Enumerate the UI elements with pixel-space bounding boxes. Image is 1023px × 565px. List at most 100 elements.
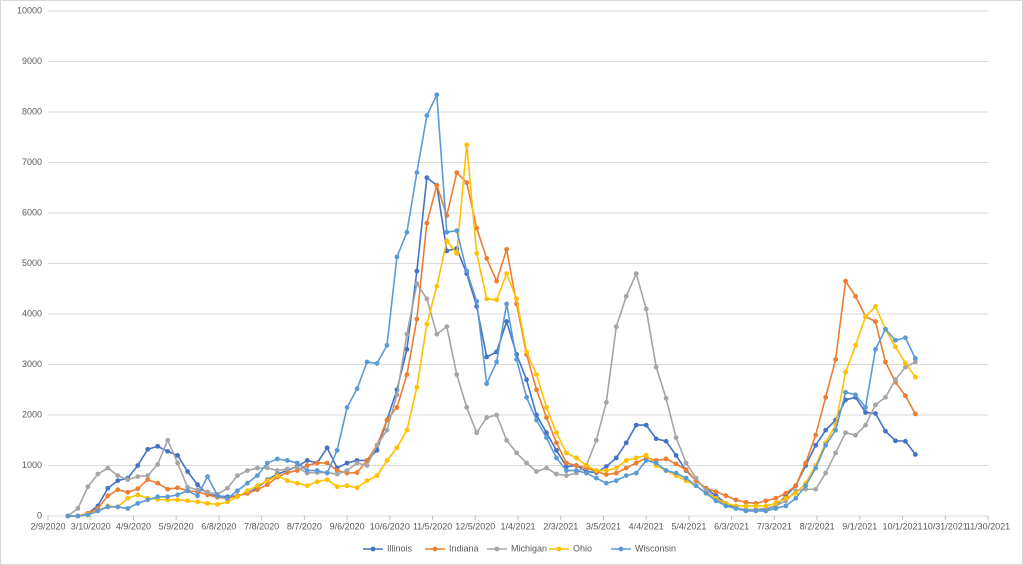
- data-point: [105, 493, 111, 499]
- data-point: [125, 506, 131, 511]
- data-point: [404, 427, 410, 433]
- data-point: [643, 422, 649, 428]
- data-point: [264, 465, 270, 471]
- x-tick-label: 6/8/2020: [201, 521, 236, 531]
- data-point: [554, 471, 559, 477]
- data-point: [215, 501, 220, 507]
- data-point: [623, 440, 629, 446]
- x-tick-label: 9/6/2020: [330, 521, 365, 531]
- data-point: [484, 415, 490, 420]
- x-tick-label: 4/4/2021: [629, 521, 664, 531]
- legend-item: Indiana: [425, 543, 479, 553]
- data-point: [394, 405, 400, 410]
- data-point: [643, 458, 649, 463]
- data-point: [783, 490, 789, 496]
- data-point: [633, 271, 639, 276]
- x-tick-label: 11/5/2020: [413, 521, 452, 531]
- data-point: [833, 427, 839, 433]
- data-point: [823, 394, 829, 400]
- data-point: [603, 464, 609, 469]
- data-point: [254, 465, 260, 471]
- data-point: [843, 278, 848, 284]
- data-point: [185, 488, 190, 494]
- data-point: [564, 460, 569, 466]
- y-tick-label: 8000: [22, 106, 42, 116]
- data-point: [424, 321, 430, 327]
- data-point: [524, 460, 529, 466]
- data-point: [823, 427, 829, 433]
- x-tick-label: 4/9/2020: [116, 521, 151, 531]
- x-tick-label: 5/9/2020: [159, 521, 194, 531]
- legend-marker: [370, 546, 376, 552]
- data-point: [464, 268, 470, 274]
- data-point: [444, 238, 450, 244]
- data-point: [703, 490, 709, 496]
- data-point: [573, 455, 579, 461]
- data-point: [823, 470, 829, 476]
- data-point: [284, 466, 290, 472]
- data-point: [185, 498, 190, 504]
- y-tick-label: 4000: [22, 308, 42, 318]
- data-point: [813, 486, 819, 492]
- data-point: [883, 359, 888, 365]
- x-tick-label: 8/7/2020: [287, 521, 322, 531]
- data-point: [145, 477, 151, 483]
- data-point: [912, 356, 918, 361]
- data-point: [793, 490, 799, 496]
- data-point: [883, 394, 888, 400]
- data-point: [912, 374, 918, 380]
- data-point: [603, 399, 609, 405]
- data-point: [135, 492, 141, 498]
- data-point: [254, 487, 260, 493]
- data-point: [534, 469, 539, 474]
- data-point: [195, 493, 200, 499]
- data-point: [673, 461, 679, 467]
- data-point: [374, 473, 380, 478]
- data-point: [414, 268, 420, 274]
- y-tick-label: 10000: [17, 5, 42, 15]
- data-point: [583, 463, 589, 468]
- data-point: [484, 256, 490, 261]
- data-point: [653, 364, 659, 370]
- data-point: [524, 349, 529, 355]
- data-point: [613, 465, 619, 471]
- x-tick-label: 2/3/2021: [543, 521, 578, 531]
- data-point: [613, 324, 619, 330]
- data-point: [254, 483, 260, 489]
- data-point: [763, 503, 769, 509]
- data-point: [853, 432, 858, 438]
- data-point: [464, 180, 470, 186]
- data-point: [613, 470, 619, 476]
- data-point: [125, 495, 131, 501]
- data-point: [514, 296, 519, 302]
- data-point: [334, 471, 340, 477]
- data-point: [873, 346, 878, 352]
- data-point: [404, 331, 410, 337]
- data-point: [454, 372, 460, 377]
- data-point: [494, 359, 500, 365]
- data-point: [813, 442, 819, 448]
- data-point: [783, 503, 789, 509]
- x-tick-label: 7/8/2020: [244, 521, 279, 531]
- data-point: [474, 430, 480, 436]
- y-tick-label: 1000: [22, 460, 42, 470]
- data-point: [723, 503, 729, 509]
- data-point: [404, 372, 410, 377]
- data-point: [105, 465, 111, 471]
- legend-label: Wisconsin: [635, 543, 676, 553]
- data-point: [544, 430, 549, 436]
- data-point: [743, 508, 749, 514]
- data-point: [554, 440, 559, 446]
- data-point: [145, 446, 151, 452]
- data-point: [673, 470, 679, 476]
- data-point: [304, 483, 310, 489]
- data-point: [434, 182, 440, 188]
- data-point: [244, 468, 250, 473]
- data-point: [484, 354, 490, 360]
- data-point: [494, 278, 500, 284]
- legend-item: Michigan: [487, 543, 547, 553]
- x-tick-label: 10/6/2020: [370, 521, 410, 531]
- data-point: [175, 497, 181, 503]
- data-point: [344, 405, 350, 410]
- data-point: [474, 225, 480, 231]
